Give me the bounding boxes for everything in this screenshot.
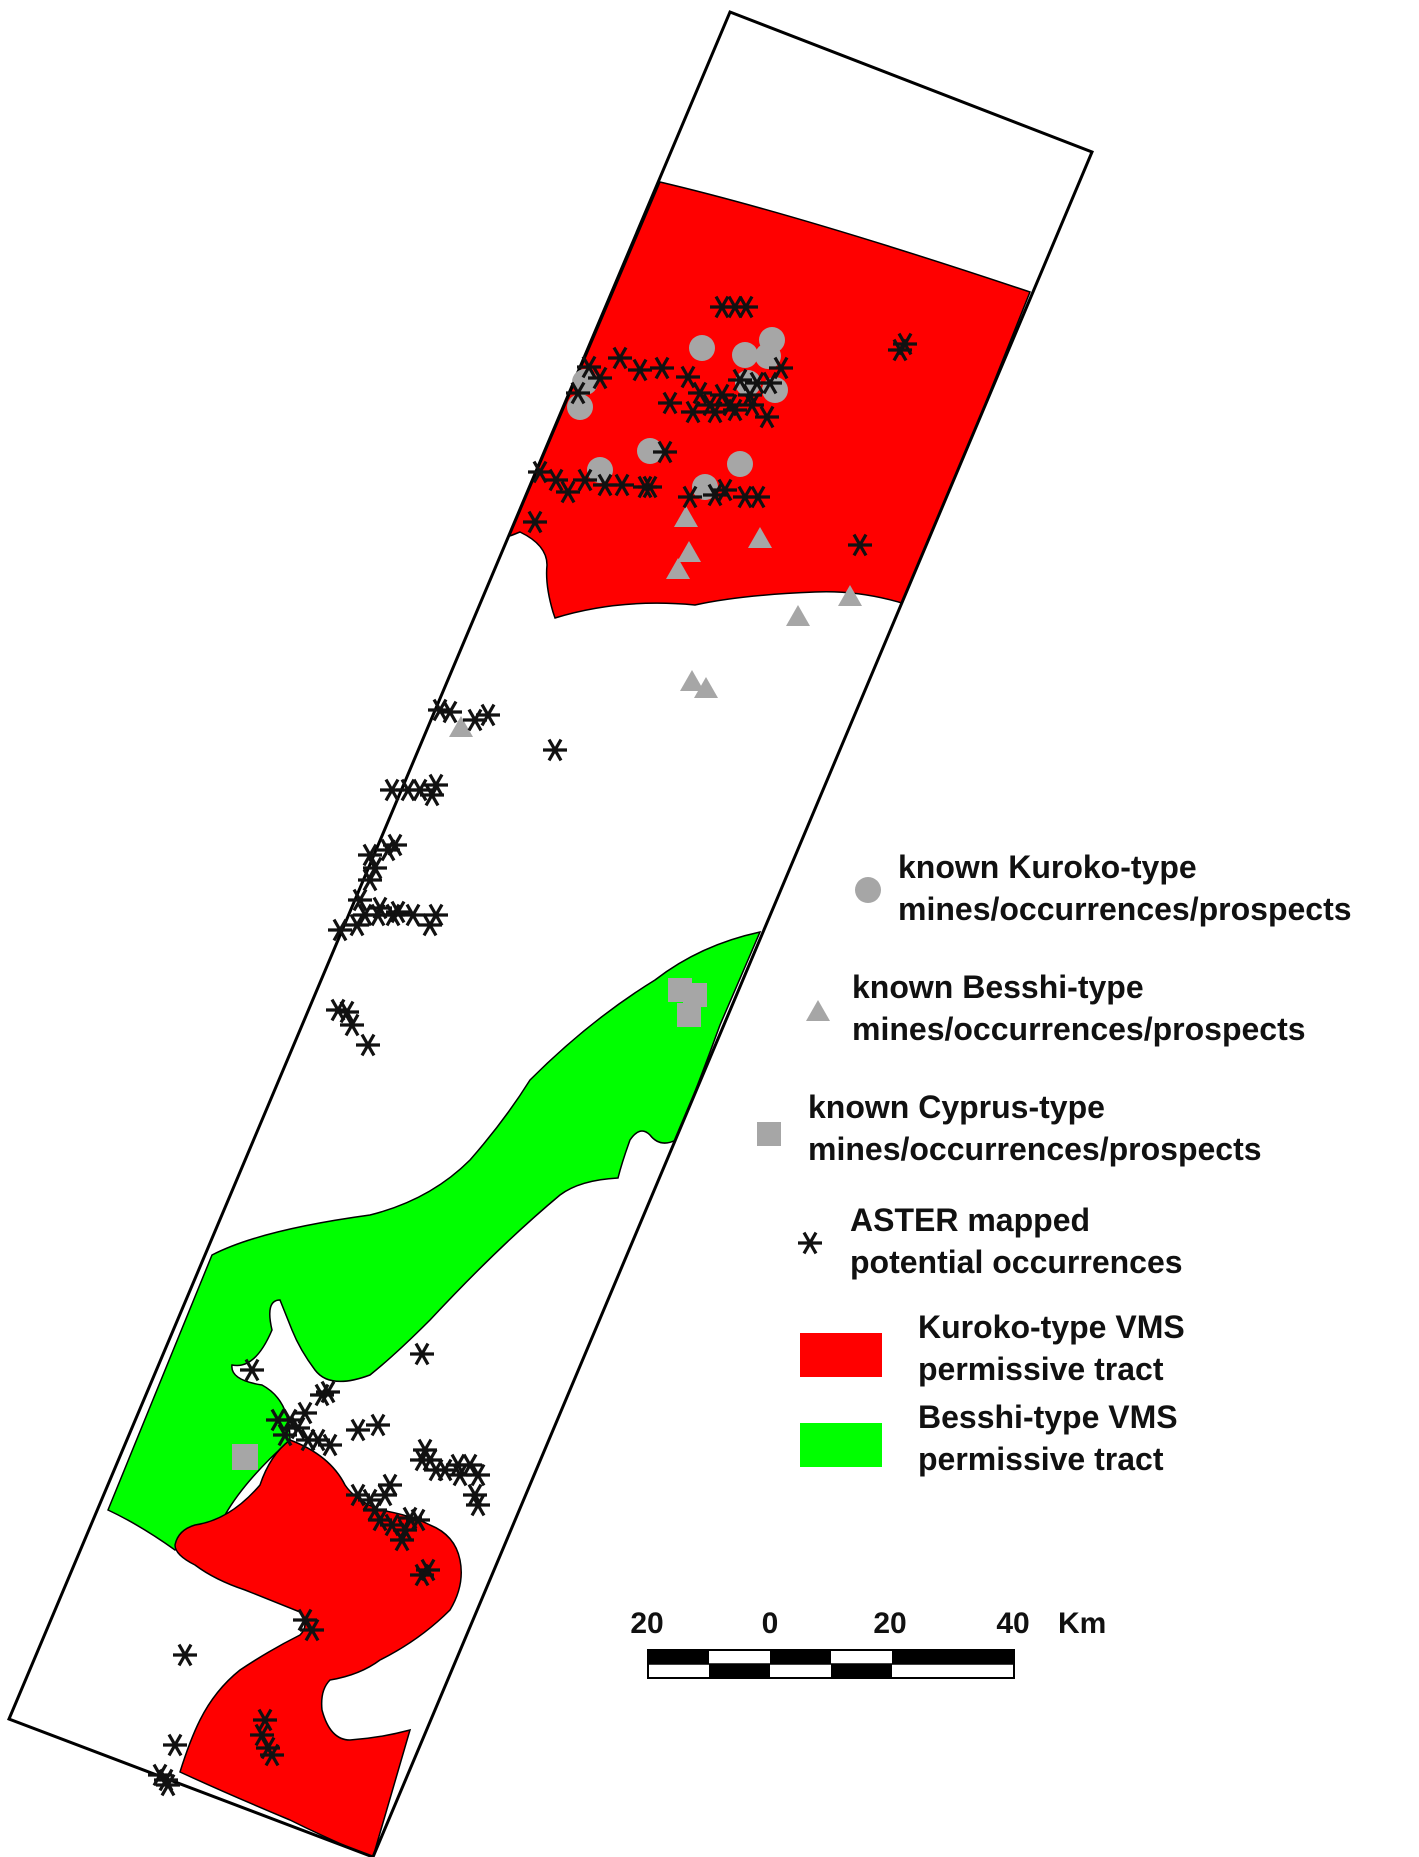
besshi-deposits — [449, 506, 862, 737]
aster-occurrence-marker — [399, 902, 427, 928]
legend-kuroko-tract-swatch — [800, 1333, 882, 1377]
legend-triangle-symbol — [806, 1000, 830, 1021]
kuroko-tract-south — [174, 1439, 462, 1857]
aster-occurrence-marker — [474, 702, 502, 728]
legend-kuroko-label-1: known Kuroko-type — [898, 849, 1197, 885]
legend-kuroko-tract-label-1: Kuroko-type VMS — [918, 1309, 1185, 1345]
legend-besshi-label-1: known Besshi-type — [852, 969, 1144, 1005]
scale-label-0: 0 — [762, 1607, 779, 1640]
cyprus-deposits — [232, 978, 707, 1470]
scale-label-40: 40 — [996, 1607, 1029, 1640]
aster-occurrence-marker — [344, 1417, 372, 1443]
aster-occurrence-marker — [408, 1341, 436, 1367]
legend-asterisk-symbol — [796, 1230, 824, 1256]
legend-square-symbol — [757, 1122, 781, 1146]
scale-bar: 20 0 20 40 Km — [630, 1607, 1106, 1679]
legend: known Kuroko-type mines/occurrences/pros… — [757, 849, 1352, 1477]
legend-besshi-tract-label-2: permissive tract — [918, 1441, 1164, 1477]
study-area-outline — [7, 10, 1094, 1857]
aster-occurrence-marker — [161, 1732, 189, 1758]
besshi-tract — [107, 930, 762, 1551]
legend-aster-label-2: potential occurrences — [850, 1244, 1183, 1280]
legend-besshi-label-2: mines/occurrences/prospects — [852, 1011, 1306, 1047]
aster-occurrence-marker — [171, 1642, 199, 1668]
aster-occurrence-marker — [316, 1432, 344, 1458]
legend-besshi-tract-swatch — [800, 1423, 882, 1467]
scale-unit: Km — [1058, 1607, 1106, 1640]
aster-occurrence-marker — [418, 782, 446, 808]
legend-cyprus-label-2: mines/occurrences/prospects — [808, 1131, 1262, 1167]
legend-aster-label-1: ASTER mapped — [850, 1202, 1090, 1238]
aster-occurrence-marker — [364, 1412, 392, 1438]
legend-cyprus-label-1: known Cyprus-type — [808, 1089, 1105, 1125]
scale-label-20-right: 20 — [873, 1607, 906, 1640]
legend-kuroko-tract-label-2: permissive tract — [918, 1351, 1164, 1387]
legend-besshi-tract-label-1: Besshi-type VMS — [918, 1399, 1178, 1435]
legend-kuroko-label-2: mines/occurrences/prospects — [898, 891, 1352, 927]
aster-occurrence-marker — [354, 1032, 382, 1058]
scale-label-20-left: 20 — [630, 1607, 663, 1640]
legend-circle-symbol — [855, 877, 881, 903]
aster-occurrence-marker — [541, 737, 569, 763]
